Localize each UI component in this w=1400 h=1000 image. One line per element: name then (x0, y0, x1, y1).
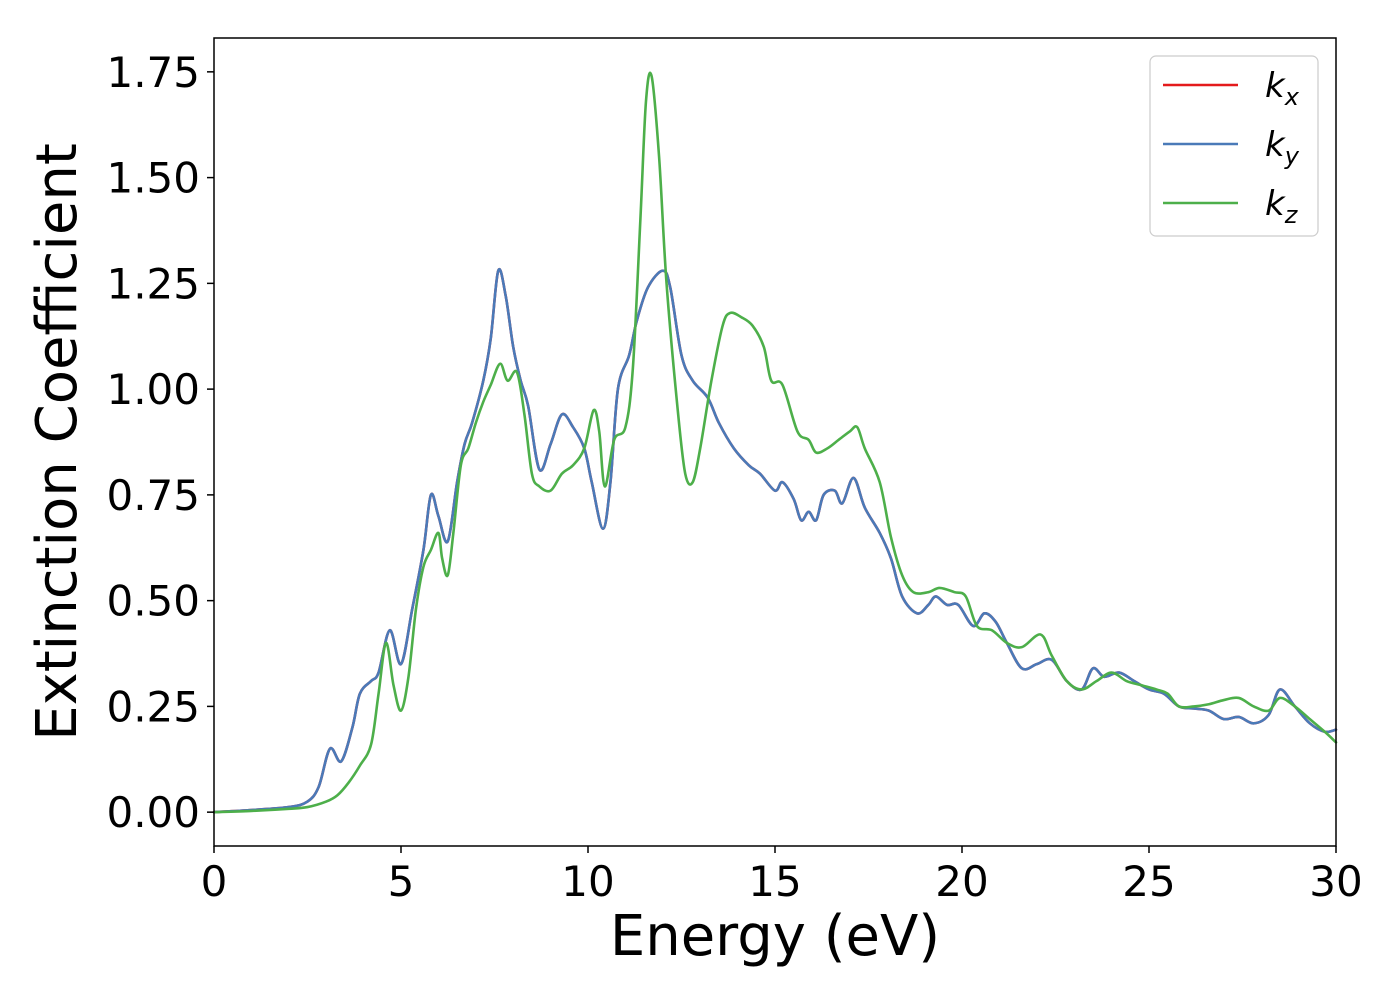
ticks-layer: 0 5 10 15 20 25 30 0.00 0.25 0.50 0.75 1.00 1.25 1.50… (106, 48, 1362, 906)
legend-label-main: k (1265, 125, 1286, 165)
legend-box (1149, 55, 1319, 237)
legend-label-sub: x (1284, 83, 1300, 111)
x-tick-label: 15 (748, 857, 801, 906)
x-tick-label: 20 (935, 857, 988, 906)
x-tick-label: 0 (201, 857, 228, 906)
y-tick-label: 1.25 (106, 259, 200, 308)
y-tick-label: 0.25 (106, 682, 200, 731)
x-tick-label: 10 (561, 857, 614, 906)
x-axis-title: Energy (eV) (610, 904, 940, 969)
y-tick-label: 0.50 (106, 577, 200, 626)
series-line-z (212, 71, 1338, 814)
legend-label-sub: z (1284, 201, 1299, 229)
series-line-x (212, 267, 1338, 814)
x-tick-label: 5 (388, 857, 415, 906)
y-tick-label: 1.75 (106, 48, 200, 97)
legend-label-z: kz (1265, 184, 1299, 229)
series-line-y (212, 267, 1338, 814)
y-axis-title: Extinction Coefficient (25, 143, 90, 741)
x-tick-label: 25 (1122, 857, 1175, 906)
legend-label-sub: y (1284, 142, 1300, 170)
series-layer (212, 71, 1338, 814)
legend-label-y: ky (1265, 125, 1300, 170)
y-tick-label: 1.50 (106, 154, 200, 203)
legend-label-x: kx (1265, 66, 1300, 111)
legend-label-main: k (1265, 66, 1286, 106)
legend-label-main: k (1265, 184, 1286, 224)
y-tick-label: 1.00 (106, 365, 200, 414)
y-tick-label: 0.75 (106, 471, 200, 520)
x-tick-label: 30 (1309, 857, 1362, 906)
y-tick-label: 0.00 (106, 788, 200, 837)
